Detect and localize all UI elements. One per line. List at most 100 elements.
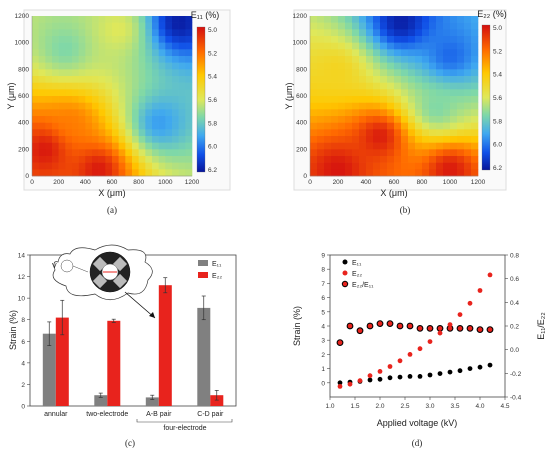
heatmap-cell: [85, 116, 93, 123]
heatmap-cell: [366, 169, 374, 177]
colorbar-tick-label: 5.2: [208, 50, 217, 57]
heatmap-cell: [85, 162, 93, 170]
heatmap-cell: [112, 82, 119, 90]
heatmap-cell: [366, 42, 374, 50]
heatmap-cell: [165, 136, 173, 143]
heatmap-cell: [158, 36, 166, 43]
heatmap-cell: [152, 76, 159, 83]
heatmap-cell: [471, 116, 479, 123]
heatmap-cell: [98, 76, 106, 83]
heatmap-cell: [415, 96, 423, 103]
heatmap-cell: [394, 36, 402, 43]
heatmap-cell: [457, 109, 465, 117]
heatmap-cell: [422, 29, 430, 37]
heatmap-cell: [145, 82, 153, 90]
heatmap-cell: [185, 36, 193, 43]
heatmap-cell: [380, 62, 388, 70]
y2-tick-label: -0.4: [510, 395, 522, 402]
heatmap-cell: [429, 149, 437, 157]
heatmap-cell: [98, 49, 106, 57]
heatmap-cell: [72, 156, 79, 163]
heatmap-cell: [464, 22, 472, 30]
heatmap-cell: [132, 129, 139, 137]
heatmap-cell: [359, 122, 367, 130]
heatmap-cell: [38, 162, 46, 170]
heatmap-cell: [52, 122, 59, 130]
heatmap-cell: [345, 89, 353, 97]
heatmap-cell: [132, 29, 139, 37]
heatmap-cell: [338, 149, 346, 157]
x-tick-label: 800: [417, 179, 428, 186]
y-tick-label: 8: [321, 267, 325, 274]
heatmap-cell: [373, 16, 381, 23]
heatmap-cell: [422, 142, 430, 150]
heatmap-cell: [152, 156, 159, 163]
heatmap-cell: [98, 89, 106, 97]
legend-e11-marker: [342, 259, 348, 265]
heatmap-cell: [172, 22, 179, 30]
heatmap-cell: [436, 129, 444, 137]
y-tick-label: 12: [18, 274, 26, 281]
legend-d-ratio-label: E₂₂/E₁₁: [352, 282, 374, 289]
heatmap-cell: [65, 122, 73, 130]
heatmap-cell: [464, 76, 472, 83]
x-tick-label: 800: [133, 179, 144, 186]
heatmap-cell: [52, 116, 59, 123]
heatmap-cell: [112, 76, 119, 83]
heatmap-cell: [450, 22, 458, 30]
heatmap-cell: [408, 42, 416, 50]
heatmap-cell: [408, 29, 416, 37]
heatmap-cell: [105, 136, 113, 143]
heatmap-cell: [366, 22, 374, 30]
heatmap-cell: [65, 142, 73, 150]
heatmap-cell: [78, 149, 86, 157]
heatmap-cell: [165, 16, 173, 23]
heatmap-cell: [72, 16, 79, 23]
heatmap-cell: [401, 42, 409, 50]
heatmap-cell: [352, 142, 360, 150]
heatmap-cell: [373, 76, 381, 83]
heatmap-cell: [345, 142, 353, 150]
heatmap-cell: [422, 16, 430, 23]
heatmap-cell: [373, 129, 381, 137]
heatmap-cell: [338, 162, 346, 170]
heatmap-cell: [352, 36, 360, 43]
heatmap-cell: [152, 82, 159, 90]
heatmap-cell: [78, 129, 86, 137]
heatmap-cell: [78, 169, 86, 177]
heatmap-cell: [58, 129, 66, 137]
heatmap-cell: [138, 142, 146, 150]
heatmap-cell: [408, 109, 416, 117]
heatmap-cell: [436, 162, 444, 170]
heatmap-cell: [85, 122, 93, 130]
heatmap-cell: [172, 82, 179, 90]
heatmap-cell: [85, 82, 93, 90]
heatmap-cell: [38, 42, 46, 50]
heatmap-cell: [32, 122, 39, 130]
heatmap-cell: [38, 136, 46, 143]
heatmap-cell: [317, 69, 325, 77]
heatmap-cell: [58, 156, 66, 163]
heatmap-cell: [422, 136, 430, 143]
heatmap-cell: [415, 116, 423, 123]
inset-electrode-C: [92, 273, 108, 289]
heatmap-cell: [152, 29, 159, 37]
heatmap-cell: [408, 22, 416, 30]
legend-ratio-marker-over: [342, 281, 348, 287]
heatmap-cell: [387, 142, 395, 150]
heatmap-cell: [317, 102, 325, 110]
heatmap-cell: [331, 56, 339, 63]
heatmap-cell: [471, 122, 479, 130]
heatmap-cell: [310, 102, 318, 110]
heatmap-cell: [152, 142, 159, 150]
heatmap-cell: [394, 109, 402, 117]
heatmap-cell: [380, 122, 388, 130]
heatmap-cell: [338, 16, 346, 23]
heatmap-cell: [450, 69, 458, 77]
heatmap-cell: [324, 116, 332, 123]
heatmap-cell: [338, 122, 346, 130]
heatmap-cell: [380, 82, 388, 90]
heatmap-cell: [38, 149, 46, 157]
heatmap-cell: [429, 29, 437, 37]
heatmap-cell: [178, 56, 186, 63]
